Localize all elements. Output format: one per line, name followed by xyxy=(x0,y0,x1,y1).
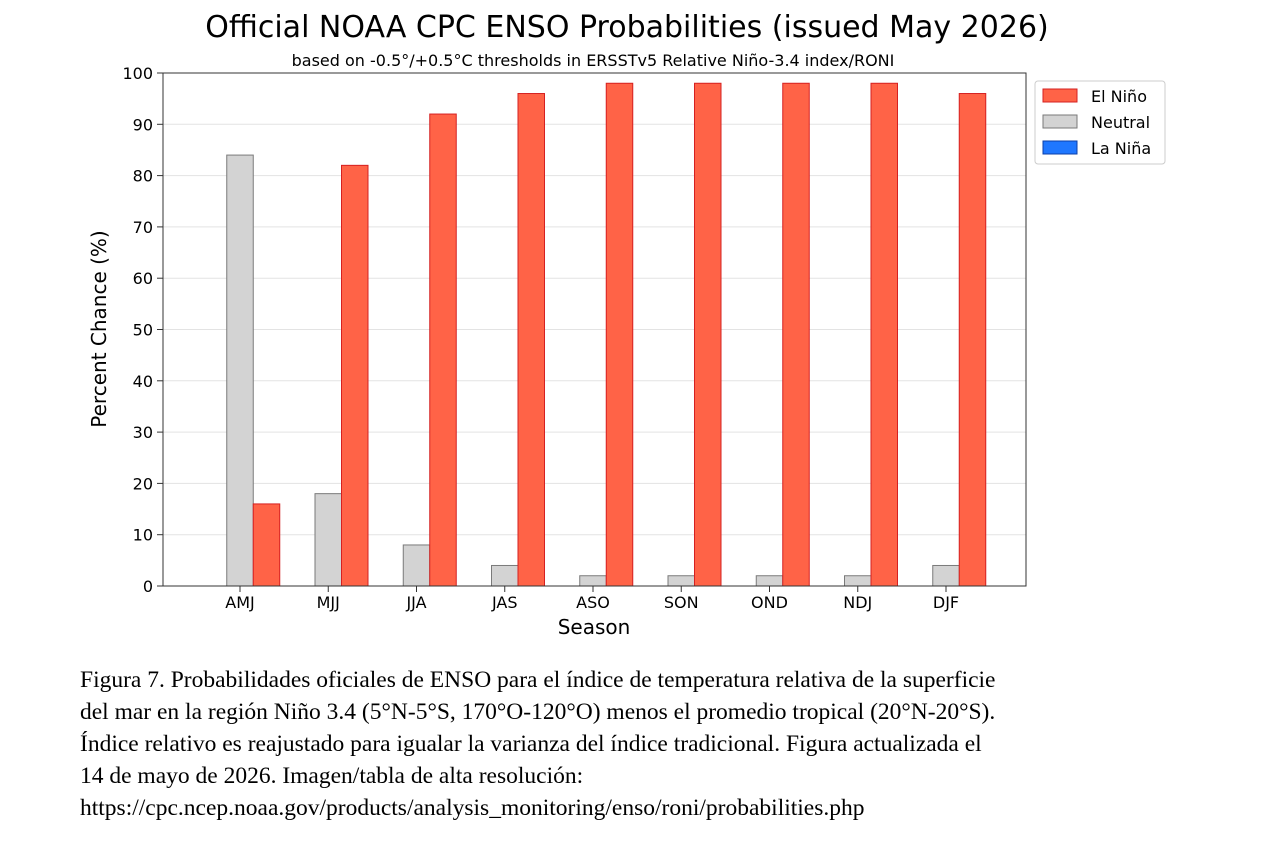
x-axis-ticks: AMJ MJJ JJA JAS ASO SON OND NDJ DJF xyxy=(225,586,959,612)
bar-neutral-jas xyxy=(491,564,519,587)
x-tick-label: NDJ xyxy=(843,593,872,612)
bar-neutral-ond xyxy=(755,575,784,587)
x-tick-label: OND xyxy=(751,593,788,612)
bar-el-ni-o-amj xyxy=(252,503,281,587)
bar-el-ni-o-jas xyxy=(517,93,545,587)
y-tick-label: 80 xyxy=(133,167,153,186)
caption-url: https://cpc.ncep.noaa.gov/products/analy… xyxy=(80,795,865,821)
bar-neutral-son xyxy=(667,575,695,587)
bar-neutral-aso xyxy=(579,575,607,587)
enso-probability-chart: Official NOAA CPC ENSO Probabilities (is… xyxy=(87,10,1166,639)
caption-line: Índice relativo es reajustado para igual… xyxy=(80,731,982,757)
y-axis-label: Percent Chance (%) xyxy=(87,230,111,427)
bar-neutral-jja xyxy=(402,544,431,587)
y-tick-label: 0 xyxy=(143,577,153,596)
chart-title: Official NOAA CPC ENSO Probabilities (is… xyxy=(205,10,1049,45)
y-tick-label: 30 xyxy=(133,423,153,442)
x-tick-label: ASO xyxy=(576,593,610,612)
x-axis-label: Season xyxy=(558,615,631,639)
legend-label: La Niña xyxy=(1091,139,1151,158)
y-tick-label: 20 xyxy=(133,474,153,493)
caption-line: Figura 7. Probabilidades oficiales de EN… xyxy=(80,667,996,693)
legend-label: Neutral xyxy=(1091,113,1150,132)
caption-line: del mar en la región Niño 3.4 (5°N-5°S, … xyxy=(80,699,996,725)
legend-label: El Niño xyxy=(1091,87,1147,106)
bar-neutral-djf xyxy=(932,564,960,587)
legend: El Niño Neutral La Niña xyxy=(1034,80,1166,165)
y-tick-label: 40 xyxy=(133,372,153,391)
y-tick-label: 50 xyxy=(133,321,153,340)
legend-swatch xyxy=(1042,140,1078,155)
bar-el-ni-o-aso xyxy=(605,82,634,587)
y-tick-label: 100 xyxy=(122,64,153,83)
bar-el-ni-o-ond xyxy=(782,82,810,587)
bar-el-ni-o-ndj xyxy=(870,82,898,587)
legend-swatch xyxy=(1042,114,1078,129)
x-tick-label: DJF xyxy=(933,593,959,612)
bar-neutral-ndj xyxy=(844,575,872,587)
x-tick-label: SON xyxy=(664,593,699,612)
bar-el-ni-o-mjj xyxy=(341,164,369,587)
x-tick-label: AMJ xyxy=(225,593,254,612)
bar-el-ni-o-djf xyxy=(958,93,987,587)
bars xyxy=(226,82,987,587)
x-tick-label: JAS xyxy=(491,593,518,612)
bar-el-ni-o-son xyxy=(694,82,722,587)
bar-el-ni-o-jja xyxy=(429,113,457,587)
y-axis-ticks: 0 10 20 30 40 50 60 70 80 90 100 xyxy=(122,64,163,596)
y-tick-label: 90 xyxy=(133,115,153,134)
chart-subtitle: based on -0.5°/+0.5°C thresholds in ERSS… xyxy=(292,51,895,70)
legend-swatch xyxy=(1042,88,1078,103)
bar-neutral-mjj xyxy=(314,493,342,587)
bar-neutral-amj xyxy=(226,154,254,587)
caption-line: 14 de mayo de 2026. Imagen/tabla de alta… xyxy=(80,763,584,789)
y-tick-label: 70 xyxy=(133,218,153,237)
x-tick-label: MJJ xyxy=(317,593,340,612)
y-tick-label: 60 xyxy=(133,269,153,288)
y-tick-label: 10 xyxy=(133,526,153,545)
figure-caption: Figura 7. Probabilidades oficiales de EN… xyxy=(80,664,1190,824)
x-tick-label: JJA xyxy=(405,593,426,612)
